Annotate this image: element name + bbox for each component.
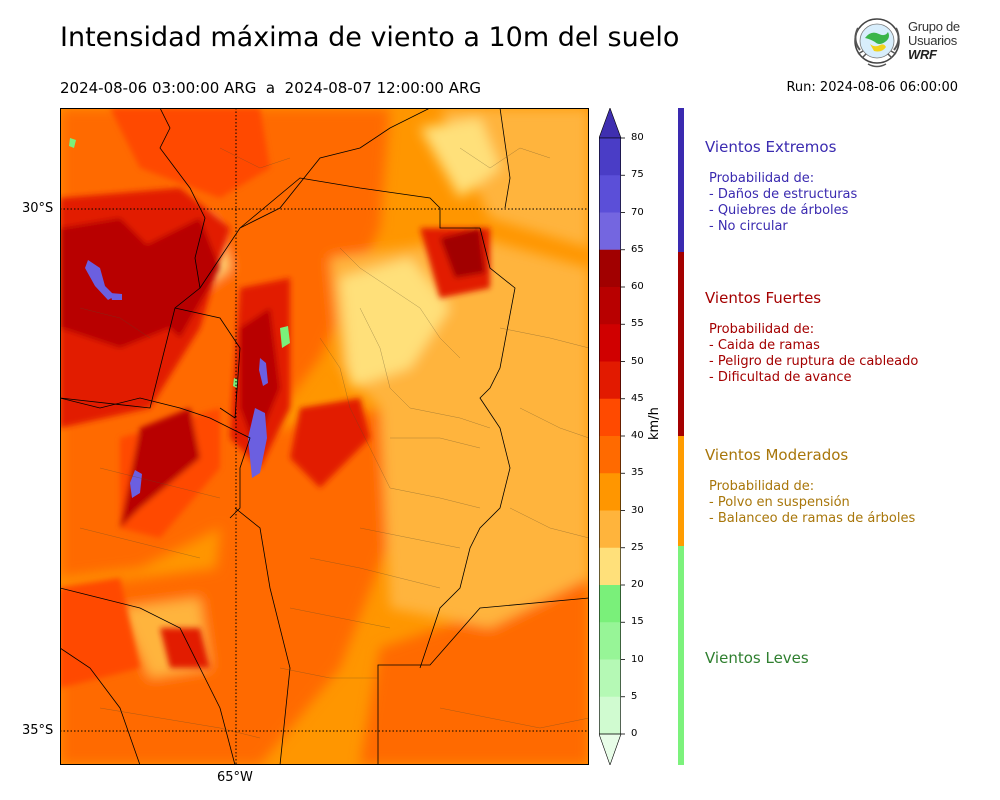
desc-line: - Balanceo de ramas de árboles (709, 511, 916, 526)
colorbar-tick-label: 20 (631, 579, 644, 590)
graticule (60, 108, 589, 765)
category-strong: Vientos Fuertes Probabilidad de: - Caida… (705, 289, 918, 386)
colorbar-upper-arrow (599, 108, 622, 139)
wind-field (60, 108, 589, 765)
category-name: Vientos Moderados (705, 446, 849, 464)
forecast-period: 2024-08-06 03:00:00 ARG a 2024-08-07 12:… (60, 79, 482, 97)
map-title: Intensidad máxima de viento a 10m del su… (60, 22, 680, 53)
category-light: Vientos Leves (705, 649, 809, 667)
wrf-logo: Grupo de Usuarios WRF (848, 14, 978, 74)
colorbar-segment (599, 249, 621, 288)
colorbar-tick-label: 10 (631, 653, 644, 665)
desc-line: - Polvo en suspensión (709, 495, 850, 510)
colorbar-tick-label: 40 (631, 430, 644, 441)
lat-label-30s: 30°S (22, 201, 54, 216)
category-bar-strong (678, 252, 684, 436)
colorbar-segment (599, 547, 621, 586)
colorbar-segment (599, 696, 621, 735)
lat-label-35s: 35°S (22, 723, 54, 738)
colorbar (599, 108, 625, 765)
colorbar-segment (599, 287, 621, 325)
lon-label-65w: 65°W (217, 770, 253, 785)
desc-line: Probabilidad de: (709, 171, 815, 186)
colorbar-tick-label: 35 (631, 467, 644, 479)
category-description: Probabilidad de: - Polvo en suspensión -… (709, 479, 915, 527)
run-time: Run: 2024-08-06 06:00:00 (786, 80, 958, 95)
colorbar-tick-label: 45 (631, 392, 644, 404)
category-bar-moderate (678, 436, 684, 546)
colorbar-segment (599, 175, 621, 213)
colorbar-tick-label: 50 (631, 355, 644, 367)
colorbar-tick-label: 25 (631, 541, 644, 553)
colorbar-tick-label: 5 (631, 690, 638, 702)
desc-line: - Peligro de ruptura de cableado (709, 354, 919, 369)
colorbar-tick-label: 55 (631, 318, 644, 330)
category-name: Vientos Fuertes (705, 289, 822, 307)
colorbar-tick-label: 75 (631, 169, 644, 181)
province-borders (60, 108, 589, 765)
category-description: Probabilidad de: - Caida de ramas - Peli… (709, 322, 918, 386)
category-description: Probabilidad de: - Daños de estructuras … (709, 171, 857, 235)
colorbar-tick-label: 30 (631, 504, 644, 516)
colorbar-tick-label: 70 (631, 206, 644, 218)
logo-line-3: WRF (908, 47, 937, 62)
category-moderate: Vientos Moderados Probabilidad de: - Pol… (705, 446, 915, 527)
desc-line: Probabilidad de: (709, 479, 815, 494)
logo-line-1: Grupo de (908, 19, 960, 34)
colorbar-tick-label: 65 (631, 243, 644, 255)
desc-line: - Dificultad de avance (709, 370, 852, 385)
colorbar-tick-label: 80 (631, 132, 644, 143)
category-extreme: Vientos Extremos Probabilidad de: - Daño… (705, 138, 857, 235)
desc-line: - Daños de estructuras (709, 187, 858, 202)
colorbar-tick-label: 15 (631, 616, 644, 628)
colorbar-unit: km/h (647, 407, 662, 440)
colorbar-segment (599, 473, 621, 511)
desc-line: - Quiebres de árboles (709, 203, 849, 218)
colorbar-segment (599, 138, 621, 176)
globe-emblem-icon (854, 18, 900, 68)
desc-line: - No circular (709, 219, 788, 234)
colorbar-segment (599, 212, 621, 251)
colorbar-segment (599, 361, 621, 400)
category-bar-light (678, 546, 684, 765)
colorbar-segment (599, 398, 621, 437)
category-name: Vientos Extremos (705, 138, 837, 156)
colorbar-tick-label: 0 (631, 728, 638, 739)
colorbar-segment (599, 436, 621, 474)
colorbar-segment (599, 510, 621, 549)
colorbar-segment (599, 659, 621, 698)
category-name: Vientos Leves (705, 649, 809, 667)
wind-map (60, 108, 589, 765)
logo-line-2: Usuarios (908, 33, 957, 48)
colorbar-segment (599, 622, 621, 660)
desc-line: - Caida de ramas (709, 338, 820, 353)
desc-line: Probabilidad de: (709, 322, 815, 337)
colorbar-segment (599, 324, 621, 362)
colorbar-tick-label: 60 (631, 281, 644, 292)
category-bar-extreme (678, 108, 684, 252)
colorbar-lower-arrow (599, 733, 622, 765)
colorbar-segment (599, 585, 621, 623)
